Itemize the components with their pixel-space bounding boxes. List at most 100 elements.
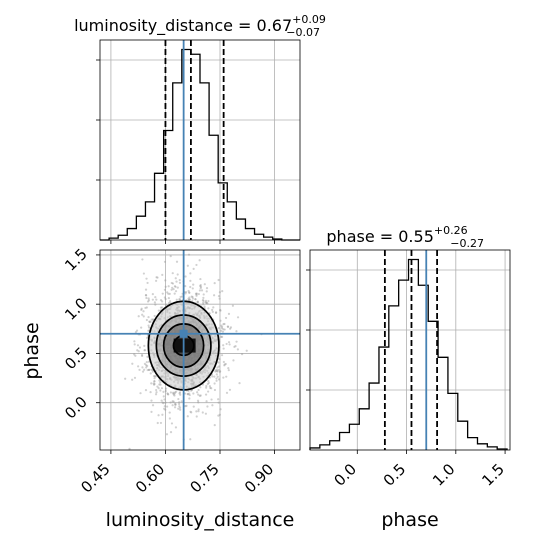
posterior-sample-point xyxy=(170,422,174,425)
posterior-sample-point xyxy=(213,388,217,392)
posterior-sample-point xyxy=(174,391,177,394)
luminosity-distance-histogram-panel: luminosity_distance = 0.67+0.09 −0.07 xyxy=(74,13,326,244)
posterior-sample-point xyxy=(187,289,190,293)
posterior-sample-point xyxy=(188,298,191,301)
posterior-sample-point xyxy=(210,387,213,390)
posterior-sample-point xyxy=(188,291,191,294)
phase-x-tick-label: 1.5 xyxy=(478,460,508,490)
posterior-sample-point xyxy=(240,353,244,356)
posterior-sample-point xyxy=(179,393,182,396)
posterior-sample-point xyxy=(195,294,198,297)
posterior-sample-point xyxy=(149,391,152,394)
posterior-sample-point xyxy=(227,341,231,344)
posterior-sample-point xyxy=(143,344,146,348)
posterior-sample-point xyxy=(215,379,218,382)
x-axis-label-luminosity-distance: luminosity_distance xyxy=(106,509,295,531)
posterior-sample-point xyxy=(178,401,181,404)
posterior-sample-point xyxy=(146,281,149,285)
posterior-sample-point xyxy=(184,405,187,408)
posterior-sample-point xyxy=(158,383,161,386)
posterior-sample-point xyxy=(142,315,145,318)
posterior-sample-point xyxy=(168,300,172,303)
posterior-sample-point xyxy=(144,293,148,297)
posterior-sample-point xyxy=(178,406,182,409)
posterior-sample-point xyxy=(156,276,159,279)
posterior-sample-point xyxy=(214,369,217,372)
posterior-sample-point xyxy=(147,326,151,329)
posterior-sample-point xyxy=(195,292,198,295)
posterior-sample-point xyxy=(173,285,177,288)
posterior-sample-point xyxy=(133,376,137,379)
posterior-sample-point xyxy=(222,322,225,326)
posterior-sample-point xyxy=(194,292,198,295)
posterior-sample-point xyxy=(219,370,222,373)
posterior-sample-point xyxy=(164,279,167,282)
posterior-sample-point xyxy=(147,324,150,327)
posterior-sample-point xyxy=(161,273,164,277)
posterior-sample-point xyxy=(145,364,148,367)
posterior-sample-point xyxy=(210,398,213,401)
posterior-sample-point xyxy=(220,324,223,327)
posterior-sample-point xyxy=(186,392,189,396)
posterior-sample-point xyxy=(141,258,144,261)
posterior-sample-point xyxy=(178,464,180,466)
posterior-sample-point xyxy=(166,393,169,396)
posterior-sample-point xyxy=(196,300,199,303)
posterior-sample-point xyxy=(186,393,189,396)
posterior-sample-point xyxy=(159,306,163,309)
posterior-sample-point xyxy=(140,326,143,329)
posterior-sample-point xyxy=(234,345,237,348)
posterior-sample-point xyxy=(174,277,177,280)
posterior-sample-point xyxy=(133,343,136,346)
posterior-sample-point xyxy=(141,366,144,369)
posterior-sample-point xyxy=(153,377,156,380)
posterior-sample-point xyxy=(154,296,157,299)
posterior-sample-point xyxy=(172,392,175,395)
posterior-sample-point xyxy=(179,298,182,301)
posterior-sample-point xyxy=(228,343,231,346)
luminosity-distance-title: luminosity_distance = 0.67+0.09 xyxy=(74,13,326,36)
posterior-sample-point xyxy=(162,402,165,405)
posterior-sample-point xyxy=(213,382,216,385)
posterior-sample-point xyxy=(221,290,224,293)
posterior-sample-point xyxy=(168,417,171,420)
posterior-sample-point xyxy=(161,401,164,404)
posterior-sample-point xyxy=(207,299,210,303)
posterior-sample-point xyxy=(196,391,199,394)
luminosity-distance-x-tick-label: 0.45 xyxy=(77,460,113,496)
posterior-sample-point xyxy=(170,288,173,291)
posterior-sample-point xyxy=(141,313,144,316)
posterior-sample-point xyxy=(205,287,209,290)
posterior-sample-point xyxy=(204,393,208,396)
luminosity-distance-x-tick-label: 0.90 xyxy=(241,460,277,496)
posterior-sample-point xyxy=(192,392,195,395)
posterior-sample-point xyxy=(216,366,219,369)
posterior-sample-point xyxy=(197,410,200,413)
posterior-sample-point xyxy=(146,300,150,303)
posterior-sample-point xyxy=(217,378,221,381)
posterior-sample-point xyxy=(153,382,156,386)
posterior-sample-point xyxy=(155,279,158,282)
posterior-sample-point xyxy=(147,368,151,371)
posterior-sample-point xyxy=(144,288,148,291)
posterior-sample-point xyxy=(211,375,214,378)
posterior-sample-point xyxy=(198,289,202,292)
posterior-sample-point xyxy=(192,283,195,286)
posterior-sample-point xyxy=(143,349,146,352)
posterior-sample-point xyxy=(164,285,167,288)
posterior-sample-point xyxy=(154,375,158,378)
posterior-sample-point xyxy=(175,260,179,263)
posterior-sample-point xyxy=(213,375,216,378)
posterior-sample-point xyxy=(142,310,145,313)
posterior-sample-point xyxy=(172,247,174,249)
posterior-sample-point xyxy=(138,368,141,371)
posterior-sample-point xyxy=(223,328,226,331)
posterior-sample-point xyxy=(214,311,218,314)
posterior-sample-point xyxy=(175,280,178,283)
posterior-sample-point xyxy=(214,311,218,314)
phase-y-tick-label: 1.0 xyxy=(61,294,91,324)
posterior-sample-point xyxy=(222,344,225,347)
posterior-sample-point xyxy=(143,368,146,371)
posterior-sample-point xyxy=(131,362,134,365)
posterior-sample-point xyxy=(189,438,192,441)
